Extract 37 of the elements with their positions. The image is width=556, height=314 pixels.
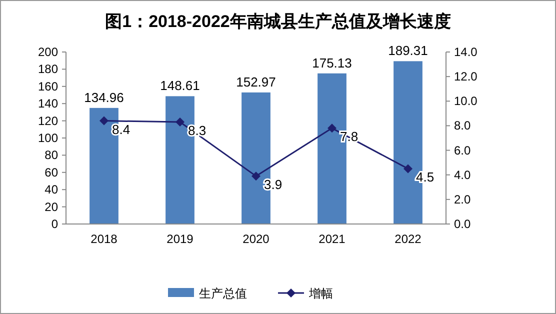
y-tick-label: 20 xyxy=(44,200,58,214)
y-tick-label: 60 xyxy=(44,165,58,180)
data-label: 134.96 xyxy=(84,90,124,105)
y2-tick-label: 12.0 xyxy=(454,70,478,84)
data-label: 152.97 xyxy=(236,74,276,90)
point xyxy=(252,172,260,181)
y-tick-label: 200 xyxy=(38,45,58,59)
y-tick-label: 180 xyxy=(38,62,58,76)
y2-tick-label: 0.0 xyxy=(454,217,472,231)
x-tick-label: 2022 xyxy=(394,232,422,246)
y-tick-label: 0 xyxy=(51,217,58,231)
point xyxy=(404,164,412,174)
y-tick-label: 40 xyxy=(44,182,58,197)
legend-label: 增幅 xyxy=(308,286,333,300)
legend-label: 生产总值 xyxy=(199,286,247,300)
x-tick-label: 2021 xyxy=(318,232,346,246)
chart-title: 图1：2018-2022年南城县生产总值及增长速度 xyxy=(105,12,451,31)
x-tick-label: 2018 xyxy=(90,232,118,246)
y2-tick-label: 6.0 xyxy=(454,143,472,158)
point xyxy=(100,116,108,126)
y-tick-label: 140 xyxy=(38,96,58,111)
y-tick-label: 160 xyxy=(38,79,58,94)
y-tick-label: 100 xyxy=(38,131,58,145)
y2-tick-label: 10.0 xyxy=(454,94,478,108)
y-tick-label: 80 xyxy=(44,148,58,162)
data-label: 189.31 xyxy=(388,43,428,58)
data-label: 148.61 xyxy=(160,78,200,94)
y2-tick-label: 14.0 xyxy=(454,45,478,59)
data-label: 175.13 xyxy=(312,55,352,70)
x-tick-label: 2020 xyxy=(242,232,270,246)
x-tick-label: 2019 xyxy=(166,232,194,246)
point xyxy=(328,124,336,133)
y2-tick-label: 2.0 xyxy=(454,192,472,206)
y2-tick-label: 8.0 xyxy=(454,118,472,133)
y-tick-label: 120 xyxy=(38,114,58,128)
point xyxy=(176,118,184,127)
y2-tick-label: 4.0 xyxy=(454,168,472,182)
